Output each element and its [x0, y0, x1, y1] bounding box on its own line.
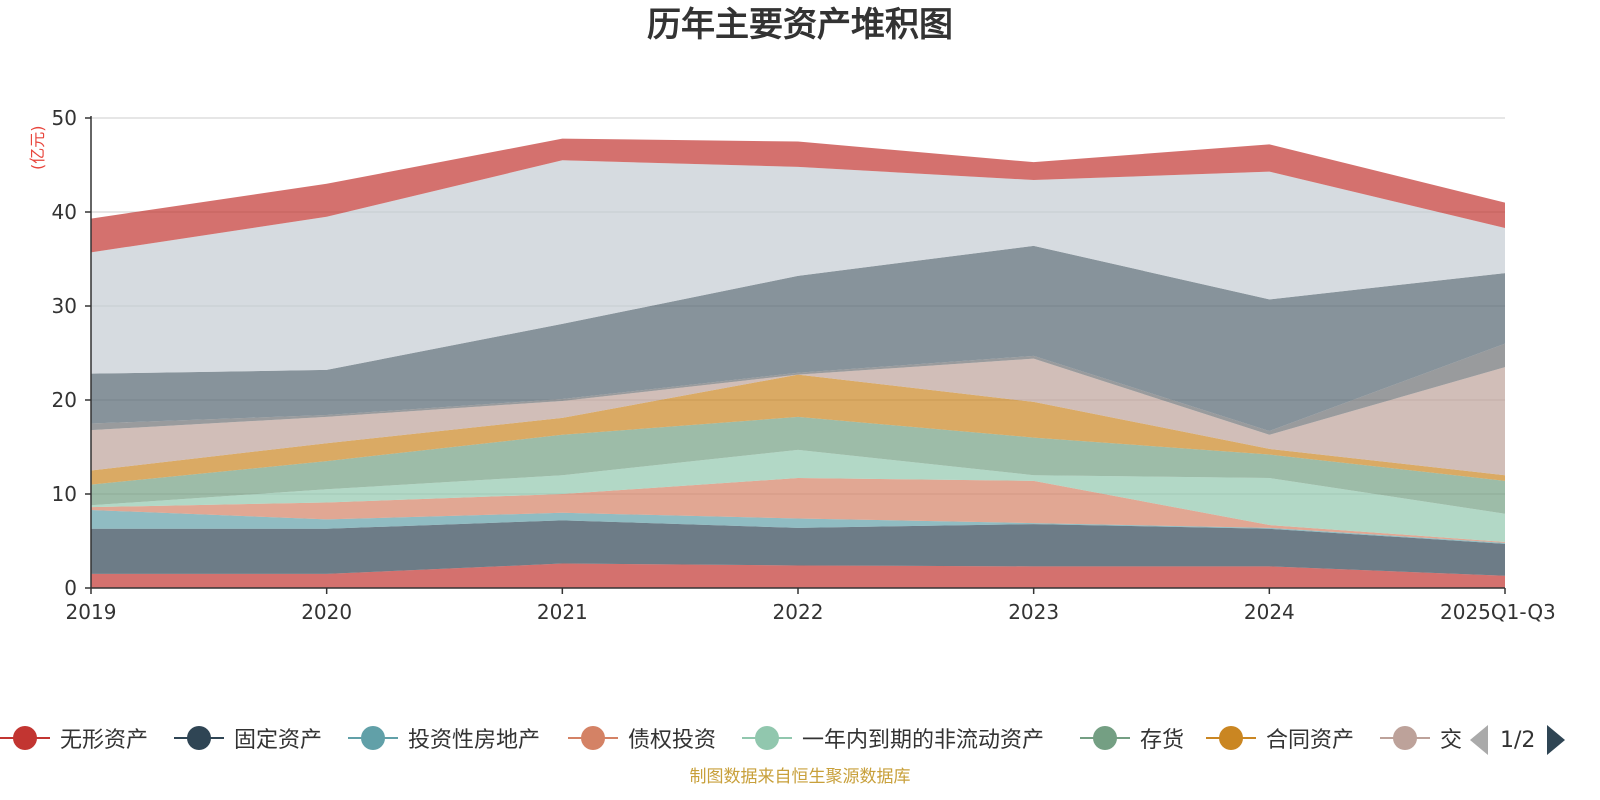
area-series-2 — [91, 509, 1505, 544]
legend-item-debt-investment[interactable]: 债权投资 — [568, 718, 716, 758]
y-axis-unit-text: (亿元) — [28, 125, 47, 171]
legend-label: 存货 — [1140, 728, 1185, 753]
area-series-4 — [91, 449, 1505, 542]
legend-label: 合同资产 — [1266, 728, 1355, 753]
legend-item-inventory[interactable]: 存货 — [1080, 718, 1184, 758]
area-series-9 — [91, 245, 1505, 432]
area-series-5 — [91, 416, 1505, 514]
legend-label: 交 — [1440, 728, 1463, 753]
x-tick-label: 2021 — [537, 600, 588, 624]
data-source-footer: 制图数据来自恒生聚源数据库 — [689, 767, 911, 787]
legend-swatch-icon — [1206, 723, 1256, 753]
x-tick-label: 2019 — [66, 600, 117, 624]
area-series-1 — [91, 520, 1505, 576]
y-tick-label: 0 — [64, 576, 77, 600]
legend-swatch-icon — [348, 723, 398, 753]
y-axis-unit-label: (亿元) — [18, 120, 47, 180]
y-tick-label: 20 — [52, 388, 77, 412]
legend-page-indicator: 1/2 — [1500, 727, 1536, 753]
legend-label: 一年内到期的非流动资产 — [802, 728, 1045, 753]
legend-swatch-icon — [0, 723, 50, 753]
next-page-icon[interactable] — [1547, 725, 1566, 755]
area-series-6 — [91, 374, 1505, 485]
area-series-7 — [91, 358, 1505, 476]
legend-label: 投资性房地产 — [408, 728, 541, 753]
y-tick-label: 10 — [52, 482, 77, 506]
legend-item-investment-property[interactable]: 投资性房地产 — [348, 718, 540, 758]
previous-page-icon[interactable] — [1470, 725, 1488, 755]
legend-label: 无形资产 — [60, 728, 149, 753]
x-tick-label: 2025Q1-Q3 — [1440, 600, 1556, 624]
y-tick-label: 40 — [52, 200, 77, 224]
legend-swatch-icon — [568, 723, 618, 753]
legend-item-contract-assets[interactable]: 合同资产 — [1206, 718, 1354, 758]
legend-item-fixed-assets[interactable]: 固定资产 — [174, 718, 322, 758]
y-tick-label: 50 — [52, 106, 77, 130]
legend-swatch-icon — [742, 723, 792, 753]
x-tick-label: 2023 — [1008, 600, 1059, 624]
x-tick-label: 2022 — [773, 600, 824, 624]
legend-item-intangible[interactable]: 无形资产 — [0, 718, 148, 758]
y-tick-label: 30 — [52, 294, 77, 318]
legend-item-truncated[interactable]: 交 — [1380, 718, 1462, 758]
legend-label: 固定资产 — [234, 728, 323, 753]
x-tick-label: 2024 — [1244, 600, 1295, 624]
legend-label: 债权投资 — [628, 728, 717, 753]
area-series-11 — [91, 138, 1505, 253]
legend-item-current-noncurrent[interactable]: 一年内到期的非流动资产 — [742, 718, 1044, 758]
legend-swatch-icon — [174, 723, 224, 753]
x-tick-label: 2020 — [301, 600, 352, 624]
legend-swatch-icon — [1380, 723, 1430, 753]
legend-pager: 1/2 — [1470, 720, 1566, 760]
area-series-10 — [91, 160, 1505, 374]
legend: 无形资产 固定资产 投资性房地产 债权投资 一年内到期的非流动资产 存货 合同资… — [0, 718, 1480, 758]
area-series-3 — [91, 478, 1505, 543]
legend-swatch-icon — [1080, 723, 1130, 753]
area-series-0 — [91, 563, 1505, 588]
chart-title: 历年主要资产堆积图 — [647, 5, 953, 45]
